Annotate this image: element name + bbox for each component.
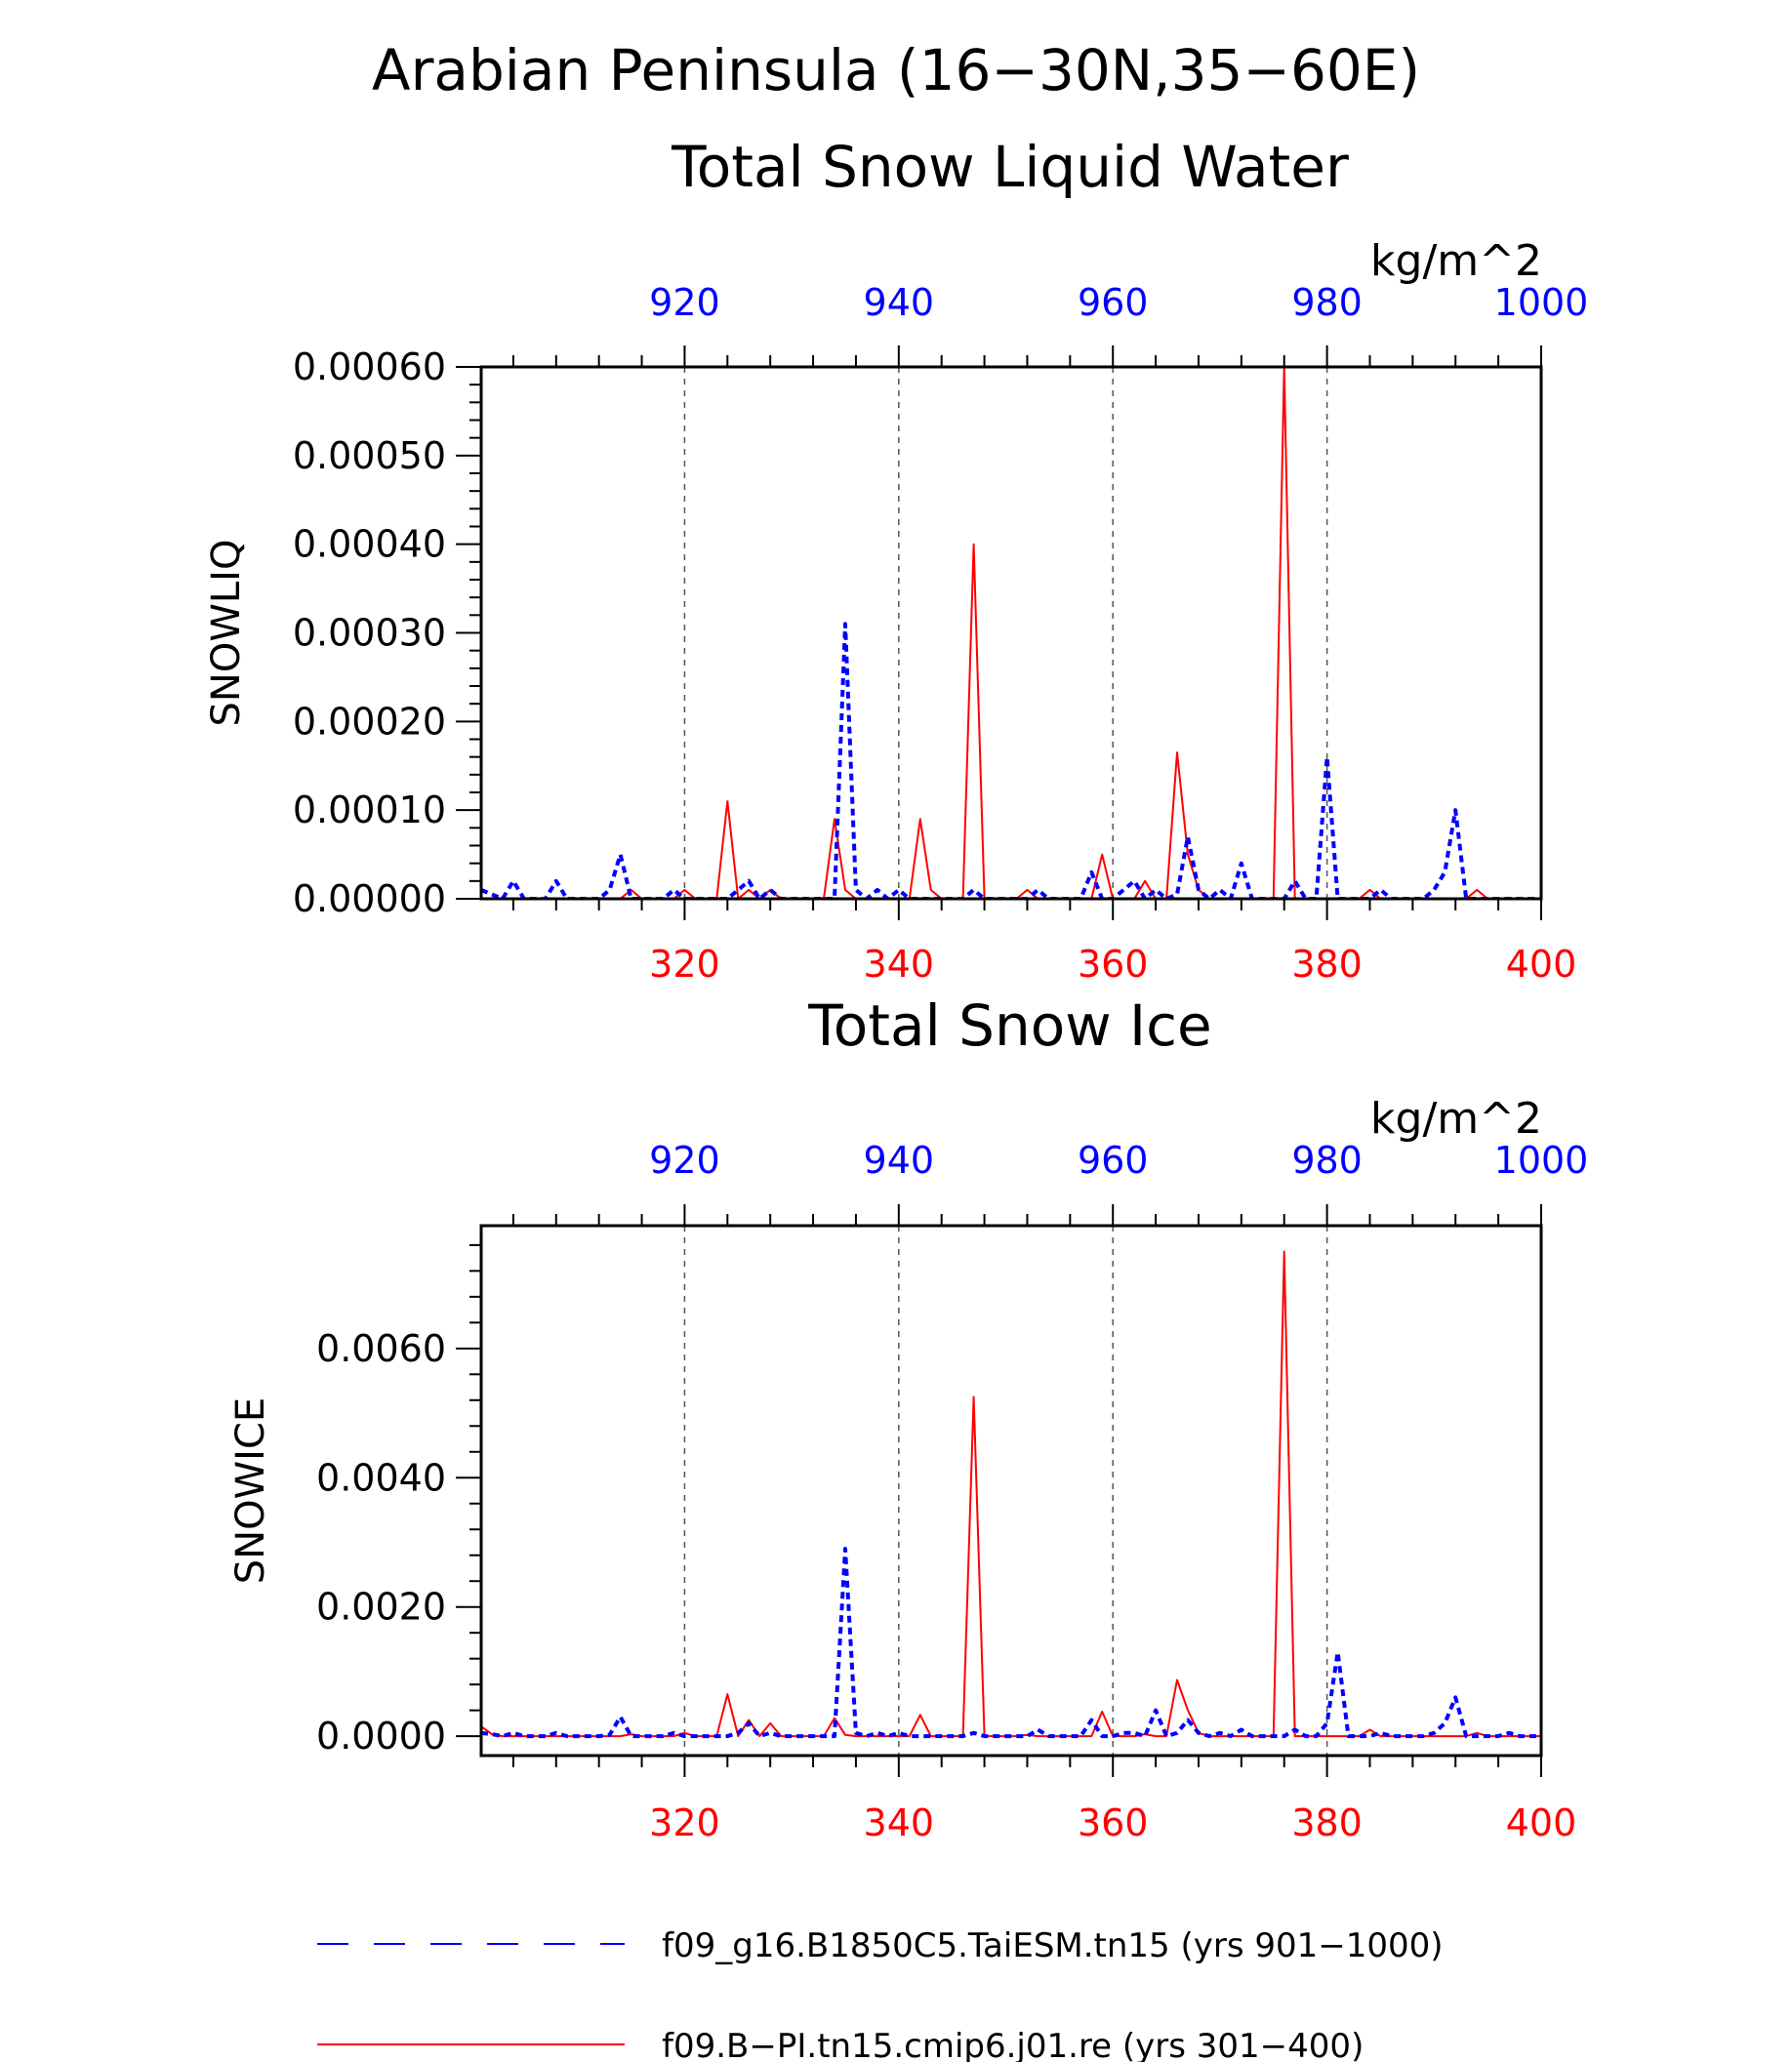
y-tick-label: 0.00030 (293, 612, 446, 655)
x-tick-label-top: 920 (649, 1139, 720, 1182)
x-tick-label-top: 1000 (1494, 1139, 1589, 1182)
legend-label-cmip6: f09.B−PI.tn15.cmip6.j01.re (yrs 301−400) (662, 2027, 1364, 2062)
x-tick-label-bottom: 360 (1078, 1801, 1149, 1844)
y-tick-label: 0.0020 (316, 1586, 446, 1629)
series-line-cmip6 (481, 367, 1541, 899)
y-tick-label: 0.00040 (293, 523, 446, 566)
x-tick-label-bottom: 340 (864, 943, 935, 986)
x-tick-label-top: 980 (1291, 1139, 1363, 1182)
legend: f09_g16.B1850C5.TaiESM.tn15 (yrs 901−100… (317, 1926, 1444, 2062)
x-tick-label-bottom: 400 (1506, 943, 1577, 986)
y-tick-label: 0.0060 (316, 1327, 446, 1370)
legend-label-tai-esm: f09_g16.B1850C5.TaiESM.tn15 (yrs 901−100… (662, 1926, 1444, 1965)
x-tick-label-bottom: 340 (864, 1801, 935, 1844)
y-axis-label: SNOWLIQ (204, 540, 249, 727)
chart-title: Total Snow Ice (807, 992, 1212, 1059)
y-tick-label: 0.00000 (293, 877, 446, 920)
x-tick-label-top: 940 (864, 281, 935, 324)
plot-frame (479, 1224, 1543, 1758)
x-tick-label-bottom: 360 (1078, 943, 1149, 986)
series-line-cmip6 (481, 1250, 1541, 1738)
y-tick-label: 0.0000 (316, 1715, 446, 1758)
y-axis-label: SNOWICE (228, 1397, 273, 1584)
x-tick-label-top: 920 (649, 281, 720, 324)
chart-panel-snowliq: Total Snow Liquid Water kg/m^2 SNOWLIQ 320 3… (204, 134, 1588, 986)
units-label: kg/m^2 (1370, 236, 1542, 286)
x-tick-label-top: 960 (1078, 281, 1149, 324)
y-tick-label: 0.0040 (316, 1456, 446, 1499)
x-tick-label-top: 980 (1291, 281, 1363, 324)
plot-area (481, 1250, 1541, 1739)
series-line-tai-esm (481, 622, 1541, 899)
y-tick-label: 0.00010 (293, 788, 446, 831)
x-tick-label-top: 1000 (1494, 281, 1589, 324)
series-line-tai-esm (481, 1547, 1541, 1739)
x-tick-label-top: 940 (864, 1139, 935, 1182)
y-tick-label: 0.00050 (293, 434, 446, 477)
x-tick-label-bottom: 320 (649, 1801, 720, 1844)
plot-frame (479, 365, 1543, 901)
x-tick-label-bottom: 400 (1506, 1801, 1577, 1844)
y-tick-label: 0.00060 (293, 345, 446, 388)
x-tick-label-bottom: 380 (1291, 943, 1363, 986)
plot-area (481, 367, 1541, 899)
units-label: kg/m^2 (1370, 1094, 1542, 1144)
x-tick-label-bottom: 380 (1291, 1801, 1363, 1844)
figure-title: Arabian Peninsula (16−30N,35−60E) (372, 37, 1420, 103)
chart-title: Total Snow Liquid Water (671, 134, 1349, 200)
x-tick-label-bottom: 320 (649, 943, 720, 986)
x-tick-label-top: 960 (1078, 1139, 1149, 1182)
y-tick-label: 0.00020 (293, 700, 446, 743)
chart-panel-snowice: Total Snow Ice kg/m^2 SNOWICE 320 340 360 380 4… (228, 992, 1588, 1844)
